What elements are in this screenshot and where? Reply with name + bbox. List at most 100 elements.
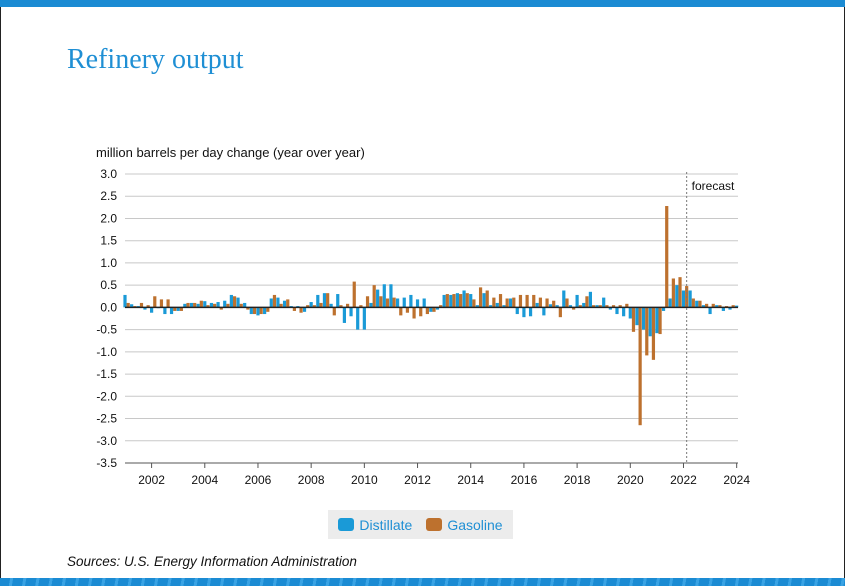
bar-gasoline bbox=[279, 303, 283, 308]
bar-gasoline bbox=[299, 307, 303, 313]
bar-distillate bbox=[322, 293, 327, 308]
bar-distillate bbox=[302, 307, 307, 312]
bar-distillate bbox=[130, 304, 134, 308]
bar-distillate bbox=[435, 307, 440, 310]
bar-distillate bbox=[389, 284, 393, 308]
bar-gasoline bbox=[445, 294, 449, 308]
y-tick-label: -1.0 bbox=[96, 345, 117, 359]
bar-distillate bbox=[548, 304, 553, 308]
bar-gasoline bbox=[465, 293, 469, 308]
bar-distillate bbox=[223, 300, 227, 308]
bar-distillate bbox=[169, 307, 174, 315]
bar-distillate bbox=[176, 307, 180, 311]
bar-gasoline bbox=[173, 307, 177, 311]
bar-gasoline bbox=[711, 303, 715, 308]
bar-gasoline bbox=[139, 302, 144, 308]
bar-gasoline bbox=[678, 277, 682, 308]
bar-gasoline bbox=[352, 281, 356, 308]
bar-distillate bbox=[728, 307, 732, 310]
bar-gasoline bbox=[312, 305, 316, 308]
bar-distillate bbox=[442, 294, 446, 308]
x-tick-label: 2004 bbox=[191, 473, 218, 487]
bar-gasoline bbox=[731, 305, 735, 308]
bar-distillate bbox=[482, 293, 486, 308]
bar-distillate bbox=[681, 290, 686, 308]
bar-gasoline bbox=[638, 307, 642, 426]
bar-gasoline bbox=[319, 302, 323, 308]
bar-distillate bbox=[495, 302, 499, 308]
bar-gasoline bbox=[525, 294, 529, 308]
bar-gasoline bbox=[292, 307, 297, 311]
bar-gasoline bbox=[485, 290, 489, 308]
bar-gasoline bbox=[432, 307, 436, 312]
forecast-label: forecast bbox=[692, 179, 735, 193]
x-tick-label: 2008 bbox=[298, 473, 325, 487]
bar-gasoline bbox=[232, 296, 237, 308]
top-accent-bar bbox=[0, 0, 845, 7]
bar-gasoline bbox=[538, 297, 543, 308]
bar-distillate bbox=[588, 291, 593, 308]
bar-gasoline bbox=[326, 293, 330, 308]
bar-gasoline bbox=[532, 294, 536, 308]
bar-gasoline bbox=[239, 303, 243, 308]
bar-gasoline bbox=[372, 285, 376, 308]
bar-gasoline bbox=[286, 299, 290, 308]
bar-distillate bbox=[123, 294, 127, 308]
bar-distillate bbox=[329, 303, 333, 308]
bar-gasoline bbox=[385, 298, 390, 308]
bar-distillate bbox=[269, 298, 273, 308]
y-tick-label: 0.5 bbox=[100, 278, 117, 292]
bar-gasoline bbox=[651, 307, 656, 360]
bar-gasoline bbox=[439, 305, 443, 308]
bar-gasoline bbox=[472, 299, 476, 308]
bar-distillate bbox=[675, 285, 679, 308]
bar-distillate bbox=[695, 300, 699, 308]
bar-distillate bbox=[568, 305, 573, 308]
bar-distillate bbox=[708, 307, 712, 315]
bar-distillate bbox=[622, 307, 626, 317]
x-tick-label: 2006 bbox=[245, 473, 272, 487]
bar-gasoline bbox=[591, 305, 596, 308]
bar-distillate bbox=[489, 305, 493, 308]
bar-gasoline bbox=[478, 287, 483, 308]
y-axis-label: million barrels per day change (year ove… bbox=[96, 145, 365, 160]
bar-distillate bbox=[163, 307, 167, 315]
bar-distillate bbox=[429, 307, 433, 312]
x-tick-label: 2016 bbox=[511, 473, 538, 487]
bar-distillate bbox=[382, 284, 386, 308]
legend-swatch-distillate bbox=[338, 518, 355, 531]
bar-gasoline bbox=[705, 303, 709, 308]
bar-distillate bbox=[648, 307, 652, 337]
bar-gasoline bbox=[505, 298, 509, 308]
bar-distillate bbox=[635, 307, 639, 326]
bar-gasoline bbox=[611, 305, 616, 308]
bar-gasoline bbox=[399, 307, 403, 316]
bar-distillate bbox=[655, 307, 659, 334]
bar-distillate bbox=[449, 294, 453, 308]
bar-gasoline bbox=[598, 305, 602, 308]
bar-distillate bbox=[562, 290, 566, 308]
x-tick-label: 2024 bbox=[723, 473, 750, 487]
y-tick-label: 1.5 bbox=[100, 234, 117, 248]
bar-gasoline bbox=[186, 302, 190, 308]
y-tick-label: -2.5 bbox=[96, 412, 117, 426]
bar-distillate bbox=[701, 305, 706, 308]
y-tick-label: -3.0 bbox=[96, 434, 117, 448]
bar-gasoline bbox=[452, 294, 456, 308]
bar-gasoline bbox=[266, 307, 270, 312]
bar-distillate bbox=[641, 307, 646, 330]
chart-legend: Distillate Gasoline bbox=[328, 510, 513, 539]
bar-gasoline bbox=[193, 302, 197, 308]
bar-distillate bbox=[542, 307, 546, 316]
bar-distillate bbox=[628, 307, 632, 319]
y-tick-label: 1.0 bbox=[100, 256, 117, 270]
bar-distillate bbox=[555, 305, 559, 308]
bar-distillate bbox=[735, 305, 739, 308]
bar-distillate bbox=[249, 307, 253, 315]
bar-gasoline bbox=[166, 299, 170, 308]
bar-gasoline bbox=[578, 305, 582, 308]
bar-distillate bbox=[316, 294, 320, 308]
x-tick-label: 2022 bbox=[670, 473, 697, 487]
y-tick-label: 0.0 bbox=[100, 300, 117, 314]
